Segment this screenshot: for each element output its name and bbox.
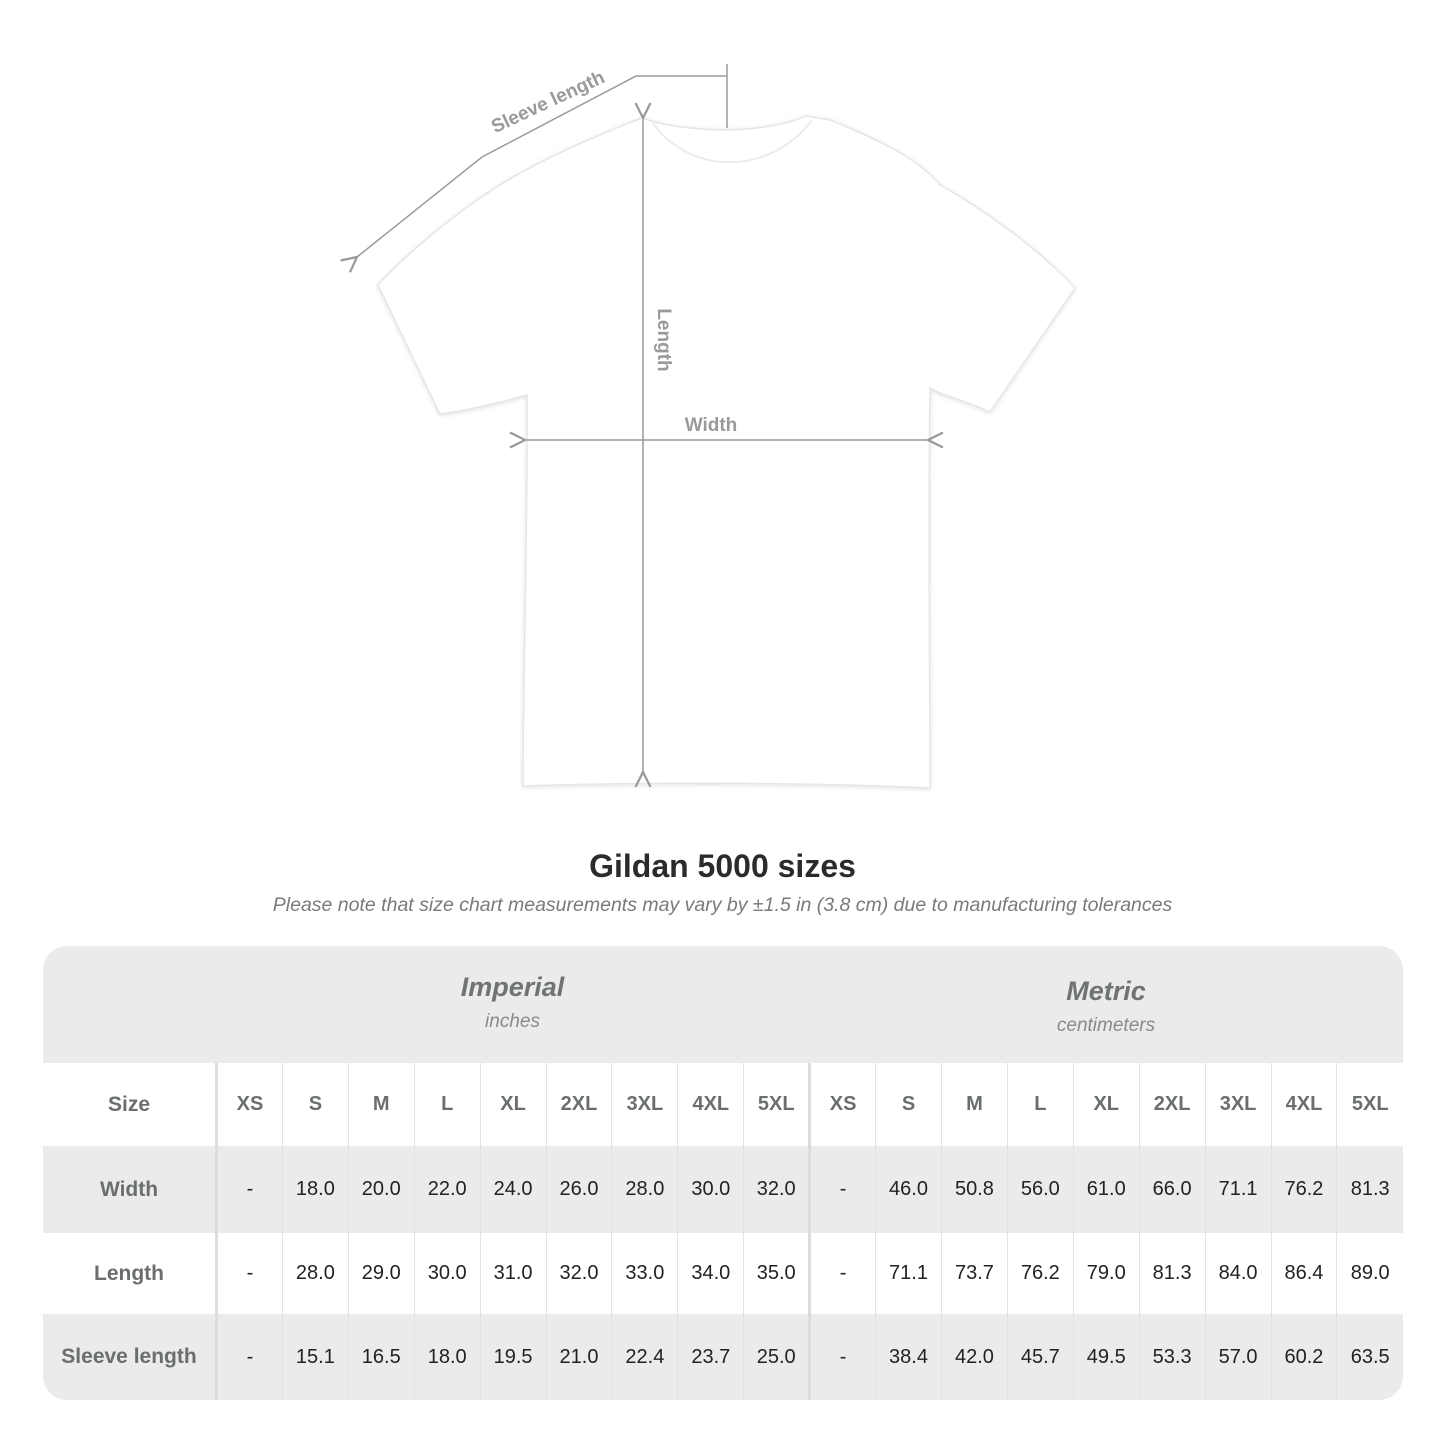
imperial-value: 32.0 xyxy=(545,1233,612,1314)
imperial-value: 33.0 xyxy=(611,1233,678,1314)
tolerance-note: Please note that size chart measurements… xyxy=(272,894,1173,916)
metric-value: 86.4 xyxy=(1270,1233,1337,1314)
imperial-size-s: S xyxy=(281,1063,349,1146)
imperial-value: 18.0 xyxy=(281,1146,349,1233)
metric-value: 53.3 xyxy=(1138,1314,1206,1400)
metric-title: Metric xyxy=(1066,976,1146,1006)
metric-value: 50.8 xyxy=(940,1146,1008,1233)
tshirt-diagram: Sleeve length Length Width xyxy=(0,64,1076,789)
imperial-size-2xl: 2XL xyxy=(545,1063,612,1146)
imperial-size-xs: XS xyxy=(216,1063,283,1146)
metric-size-s: S xyxy=(875,1063,942,1146)
metric-value: - xyxy=(808,1314,876,1400)
imperial-size-m: M xyxy=(347,1063,415,1146)
imperial-value: 31.0 xyxy=(479,1233,547,1314)
imperial-size-xl: XL xyxy=(479,1063,547,1146)
imperial-value: 21.0 xyxy=(545,1314,612,1400)
table-row-length: Length -28.0 29.0 30.0 31.0 32.0 33.0 34.0 35.0-… xyxy=(43,1233,1403,1314)
size-chart: Imperial inches Metric centimeters Size X… xyxy=(43,946,1403,1400)
metric-value: 42.0 xyxy=(940,1314,1008,1400)
metric-size-m: M xyxy=(940,1063,1008,1146)
row-label: Width xyxy=(43,1146,218,1233)
imperial-value: 19.5 xyxy=(479,1314,547,1400)
metric-size-2xl: 2XL xyxy=(1138,1063,1206,1146)
metric-value: 89.0 xyxy=(1336,1233,1403,1314)
imperial-value: 18.0 xyxy=(413,1314,481,1400)
metric-size-3xl: 3XL xyxy=(1204,1063,1271,1146)
metric-size-l: L xyxy=(1006,1063,1074,1146)
row-label: Sleeve length xyxy=(43,1314,218,1400)
imperial-value: - xyxy=(216,1146,283,1233)
metric-value: 60.2 xyxy=(1270,1314,1337,1400)
width-label: Width xyxy=(685,415,738,436)
imperial-value: 24.0 xyxy=(479,1146,547,1233)
metric-size-5xl: 5XL xyxy=(1336,1063,1403,1146)
row-label: Length xyxy=(43,1233,218,1314)
metric-value: 79.0 xyxy=(1072,1233,1140,1314)
metric-value: 81.3 xyxy=(1138,1233,1206,1314)
metric-header: Metric centimeters xyxy=(809,946,1403,1063)
size-label: Size xyxy=(43,1063,218,1146)
metric-value: 84.0 xyxy=(1204,1233,1271,1314)
metric-size-xl: XL xyxy=(1072,1063,1140,1146)
metric-value: 61.0 xyxy=(1072,1146,1140,1233)
imperial-value: - xyxy=(216,1314,283,1400)
imperial-value: 15.1 xyxy=(281,1314,349,1400)
metric-value: 71.1 xyxy=(875,1233,942,1314)
metric-value: - xyxy=(808,1146,876,1233)
metric-value: 46.0 xyxy=(875,1146,942,1233)
imperial-value: 22.4 xyxy=(611,1314,678,1400)
imperial-size-5xl: 5XL xyxy=(743,1063,810,1146)
imperial-value: 25.0 xyxy=(743,1314,810,1400)
metric-value: 45.7 xyxy=(1006,1314,1074,1400)
imperial-size-4xl: 4XL xyxy=(677,1063,744,1146)
metric-value: 76.2 xyxy=(1006,1233,1074,1314)
size-table: Size XS S M L XL 2XL 3XL 4XL 5XL XS S M L XL 2XL 3XL 4XL 5… xyxy=(43,1063,1403,1400)
imperial-value: - xyxy=(216,1233,283,1314)
metric-value: 73.7 xyxy=(940,1233,1008,1314)
metric-value: - xyxy=(808,1233,876,1314)
metric-value: 57.0 xyxy=(1204,1314,1271,1400)
imperial-title: Imperial xyxy=(460,972,565,1002)
imperial-header: Imperial inches xyxy=(216,946,809,1063)
metric-size-4xl: 4XL xyxy=(1270,1063,1337,1146)
metric-value: 71.1 xyxy=(1204,1146,1271,1233)
imperial-value: 23.7 xyxy=(677,1314,744,1400)
metric-value: 81.3 xyxy=(1336,1146,1403,1233)
sleeve-measure-line xyxy=(357,64,728,257)
imperial-value: 22.0 xyxy=(413,1146,481,1233)
metric-value: 56.0 xyxy=(1006,1146,1074,1233)
chart-title: Gildan 5000 sizes xyxy=(589,848,856,884)
length-label: Length xyxy=(653,308,674,371)
table-row-sleeve-length: Sleeve length -15.1 16.5 18.0 19.5 21.0 22.4 23… xyxy=(43,1314,1403,1400)
metric-value: 38.4 xyxy=(875,1314,942,1400)
metric-size-xs: XS xyxy=(808,1063,876,1146)
imperial-size-3xl: 3XL xyxy=(611,1063,678,1146)
imperial-size-l: L xyxy=(413,1063,481,1146)
imperial-value: 16.5 xyxy=(347,1314,415,1400)
tshirt-shape xyxy=(377,115,1076,789)
table-row-width: Width -18.0 20.0 22.0 24.0 26.0 28.0 30.0 32.0-4… xyxy=(43,1146,1403,1233)
imperial-value: 32.0 xyxy=(743,1146,810,1233)
imperial-value: 30.0 xyxy=(677,1146,744,1233)
imperial-value: 28.0 xyxy=(281,1233,349,1314)
imperial-value: 26.0 xyxy=(545,1146,612,1233)
imperial-unit: inches xyxy=(485,1011,540,1032)
imperial-value: 28.0 xyxy=(611,1146,678,1233)
metric-value: 49.5 xyxy=(1072,1314,1140,1400)
metric-value: 63.5 xyxy=(1336,1314,1403,1400)
imperial-value: 30.0 xyxy=(413,1233,481,1314)
metric-unit: centimeters xyxy=(1056,1015,1156,1036)
imperial-value: 20.0 xyxy=(347,1146,415,1233)
sleeve-length-label: Sleeve length xyxy=(488,67,608,138)
imperial-value: 35.0 xyxy=(743,1233,810,1314)
metric-value: 76.2 xyxy=(1270,1146,1337,1233)
size-header-row: Size XS S M L XL 2XL 3XL 4XL 5XL XS S M L XL 2XL 3XL 4XL 5… xyxy=(43,1063,1403,1146)
metric-value: 66.0 xyxy=(1138,1146,1206,1233)
imperial-value: 29.0 xyxy=(347,1233,415,1314)
imperial-value: 34.0 xyxy=(677,1233,744,1314)
